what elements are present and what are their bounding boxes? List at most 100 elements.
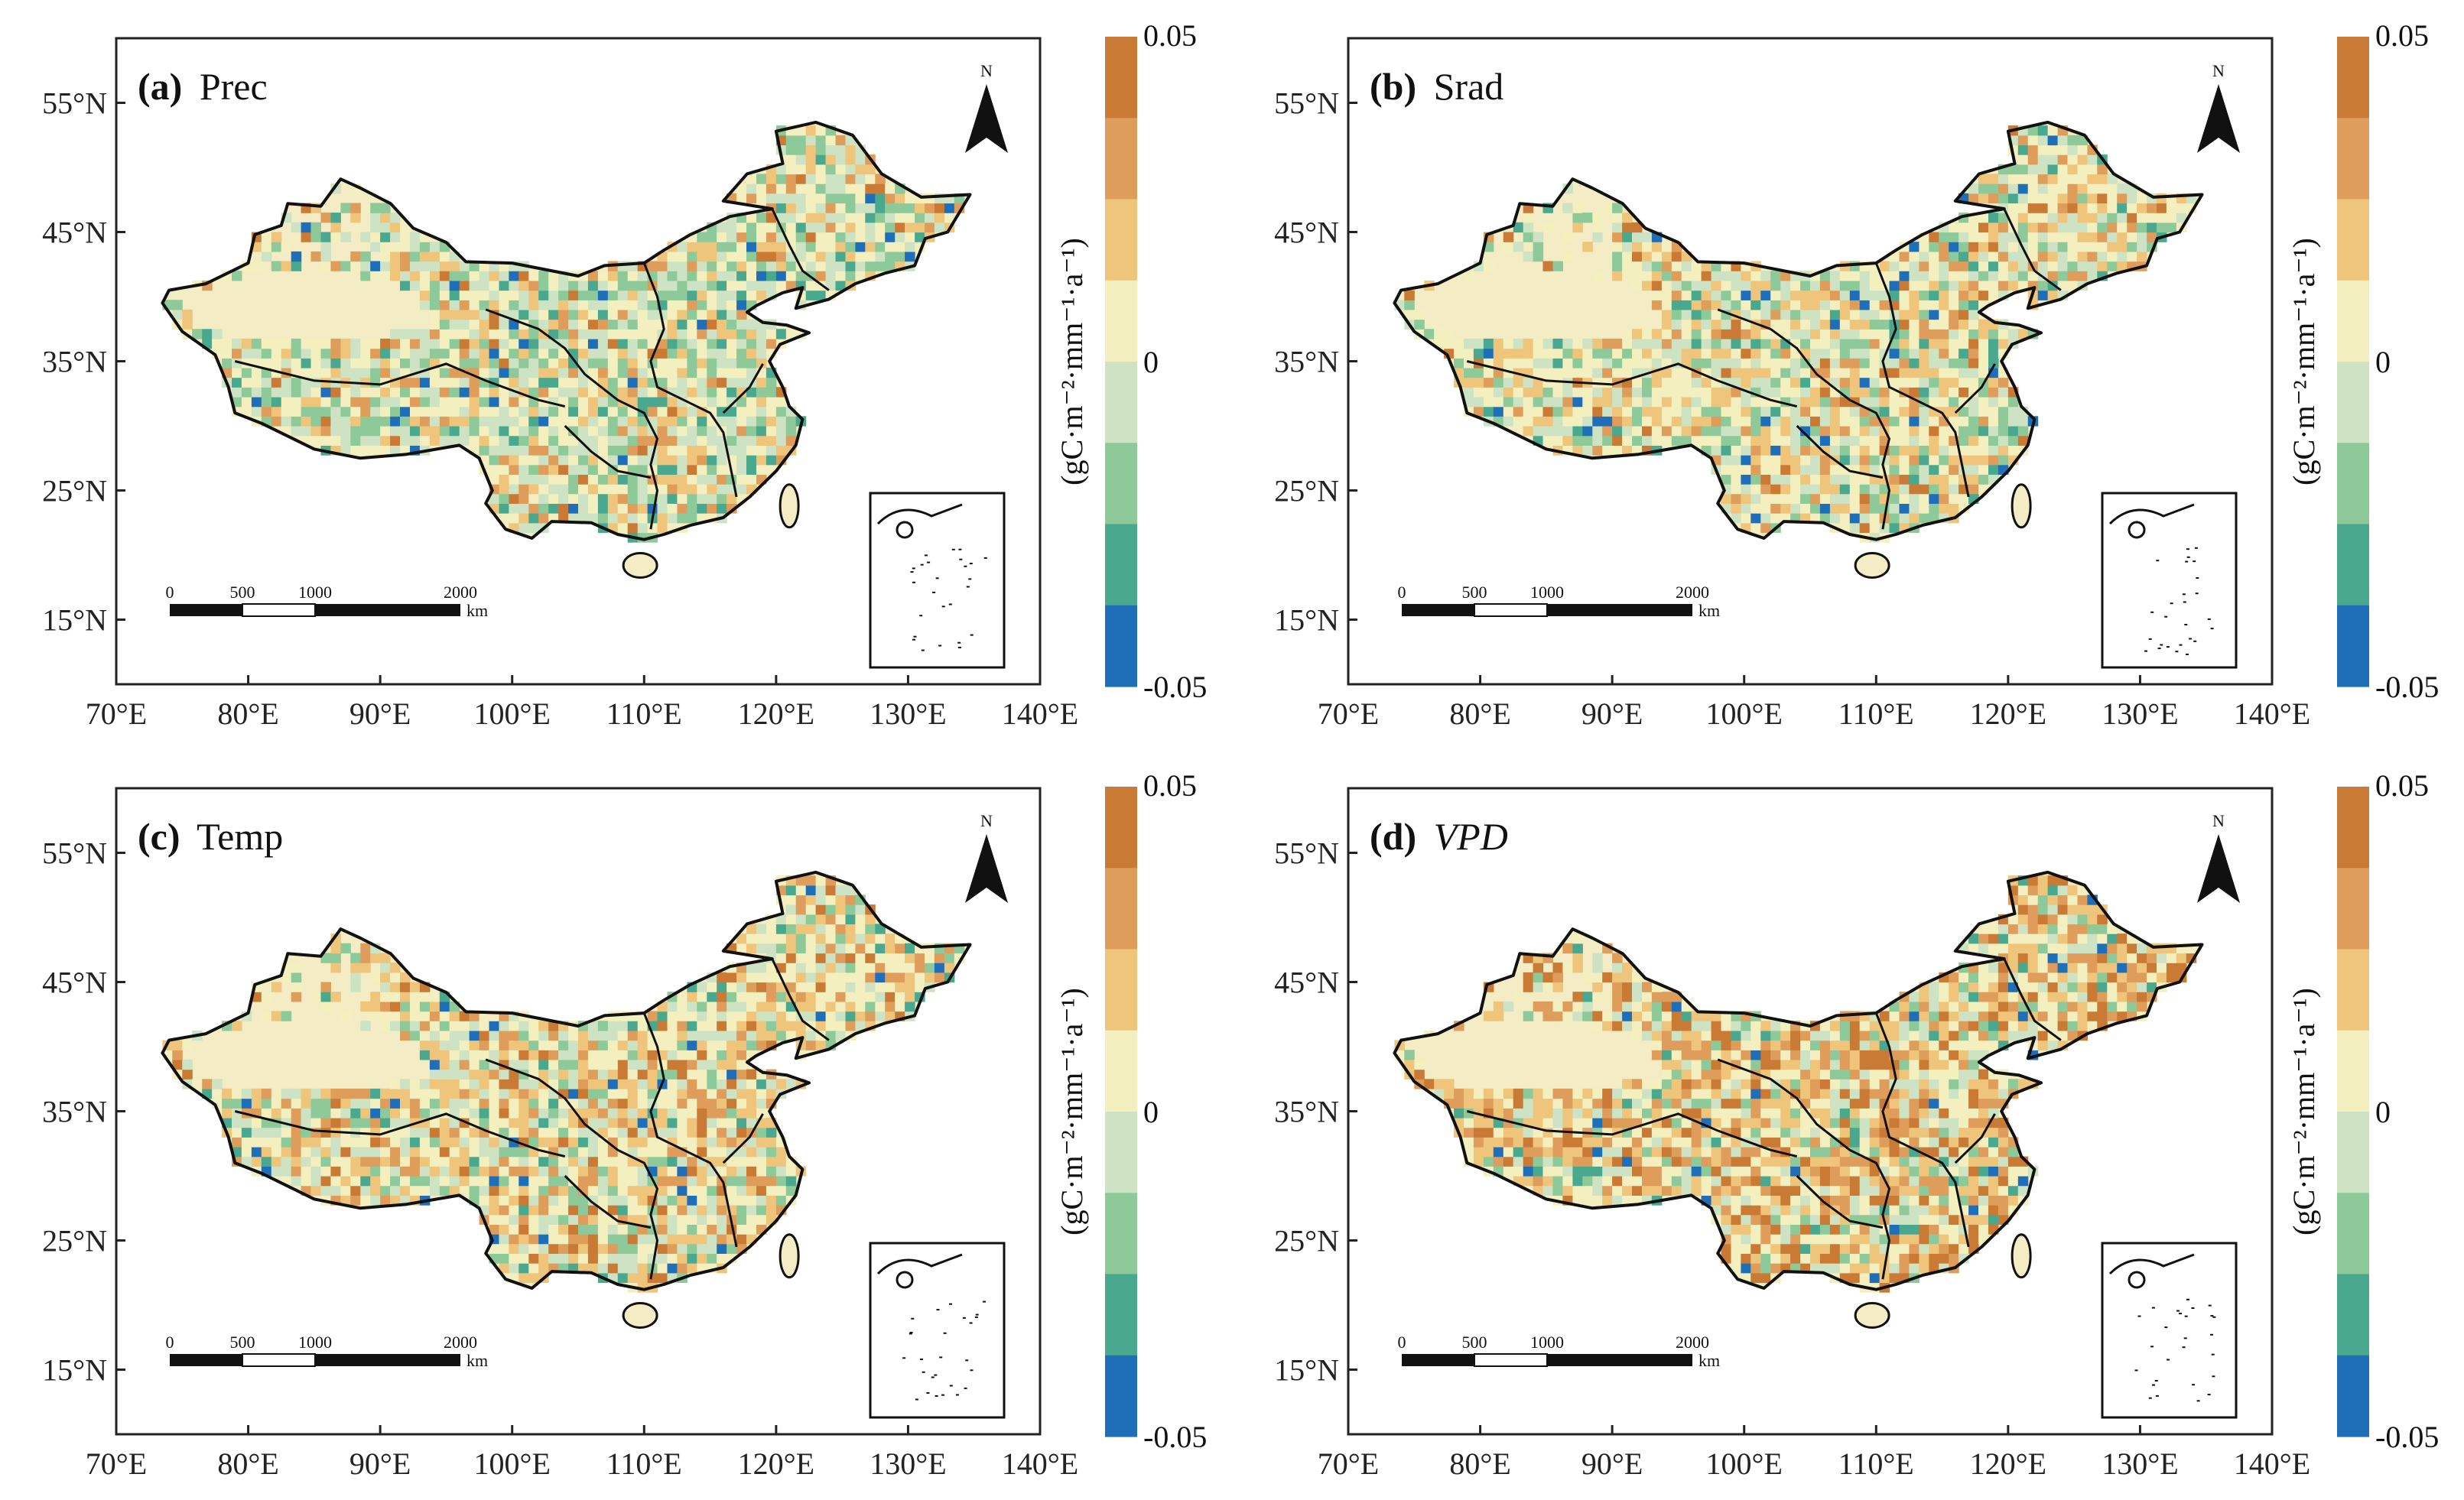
raster-cell	[1810, 387, 1821, 398]
raster-cell	[301, 406, 312, 417]
raster-cell	[825, 174, 837, 184]
raster-cell	[825, 164, 837, 175]
raster-cell	[518, 1108, 529, 1119]
raster-cell	[1899, 493, 1910, 504]
raster-cell	[1513, 1166, 1524, 1177]
raster-cell	[1483, 367, 1494, 378]
raster-cell	[1909, 358, 1920, 369]
raster-cell	[261, 1147, 272, 1157]
raster-cell	[1513, 348, 1524, 359]
raster-cell	[538, 445, 549, 456]
raster-cell	[2077, 203, 2088, 213]
raster-cell	[1859, 416, 1871, 427]
raster-cell	[1819, 406, 1831, 417]
raster-cell	[1651, 406, 1663, 417]
raster-cell	[707, 1137, 717, 1148]
raster-cell	[697, 387, 707, 398]
raster-cell	[1959, 358, 1969, 369]
raster-cell	[479, 367, 490, 378]
raster-cell	[766, 982, 777, 992]
raster-cell	[736, 1079, 747, 1089]
raster-cell	[1968, 426, 1979, 437]
raster-cell	[1552, 358, 1563, 369]
raster-cell	[1760, 290, 1771, 300]
raster-cell	[548, 329, 559, 339]
colorbar-swatch	[1105, 949, 1137, 1031]
raster-cell	[736, 338, 747, 349]
raster-cell	[429, 242, 440, 252]
raster-cell	[875, 261, 886, 271]
raster-cell	[1770, 513, 1781, 524]
raster-cell	[727, 1156, 737, 1167]
raster-cell	[736, 1127, 747, 1138]
raster-cell	[310, 338, 321, 349]
raster-cell	[1661, 416, 1672, 427]
raster-cell	[1681, 290, 1692, 300]
raster-cell	[1998, 329, 2009, 339]
raster-cell	[1978, 348, 1989, 359]
raster-cell	[736, 1050, 747, 1060]
raster-cell	[499, 1176, 509, 1187]
raster-cell	[291, 1088, 302, 1099]
raster-cell	[479, 300, 490, 310]
raster-cell	[1909, 435, 1920, 446]
raster-cell	[261, 1156, 272, 1167]
raster-cell	[271, 1156, 282, 1167]
raster-cell	[1741, 271, 1751, 281]
raster-cell	[380, 1185, 391, 1196]
raster-cell	[518, 1156, 529, 1167]
raster-cell	[489, 1137, 499, 1148]
raster-cell	[687, 319, 697, 330]
raster-cell	[489, 329, 499, 339]
raster-cell	[805, 290, 817, 300]
raster-cell	[1869, 338, 1881, 349]
x-tick-label: 70°E	[86, 696, 147, 731]
raster-cell	[439, 1117, 450, 1128]
raster-cell	[1889, 435, 1900, 446]
raster-cell	[587, 1166, 599, 1177]
raster-cell	[825, 914, 837, 925]
raster-cell	[1483, 261, 1494, 271]
raster-cell	[182, 1059, 193, 1070]
raster-cell	[597, 271, 609, 281]
raster-cell	[429, 271, 440, 281]
raster-cell	[627, 367, 639, 378]
raster-cell	[370, 358, 381, 369]
raster-cell	[578, 464, 589, 475]
raster-cell	[1959, 242, 1969, 252]
raster-cell	[390, 358, 401, 369]
raster-cell	[785, 885, 797, 896]
raster-cell	[439, 1011, 450, 1021]
raster-cell	[1622, 1088, 1633, 1099]
raster-cell	[380, 338, 391, 349]
raster-cell	[271, 406, 282, 417]
raster-cell	[1810, 416, 1821, 427]
raster-cell	[350, 1098, 361, 1109]
raster-cell	[1829, 329, 1841, 339]
raster-cell	[707, 358, 717, 369]
raster-cell	[429, 397, 440, 407]
raster-cell	[419, 406, 431, 417]
raster-cell	[727, 1147, 737, 1157]
raster-cell	[370, 261, 381, 271]
regional-boundary	[771, 958, 830, 1041]
raster-cell	[400, 329, 411, 339]
raster-cell	[627, 397, 639, 407]
raster-cell	[617, 329, 629, 339]
raster-cell	[558, 474, 569, 485]
raster-cell	[1602, 367, 1613, 378]
raster-cell	[717, 242, 727, 252]
raster-cell	[2067, 271, 2078, 281]
raster-cell	[1968, 435, 1979, 446]
raster-cell	[677, 1234, 688, 1245]
raster-cell	[1602, 1127, 1613, 1138]
raster-cell	[795, 933, 807, 944]
raster-cell	[697, 1030, 707, 1041]
raster-cell	[281, 242, 292, 252]
raster-cell	[350, 1195, 361, 1206]
raster-cell	[727, 1195, 737, 1206]
raster-cell	[1800, 280, 1811, 291]
raster-cell	[1919, 406, 1929, 417]
raster-cell	[1849, 280, 1861, 291]
raster-cell	[905, 943, 915, 954]
